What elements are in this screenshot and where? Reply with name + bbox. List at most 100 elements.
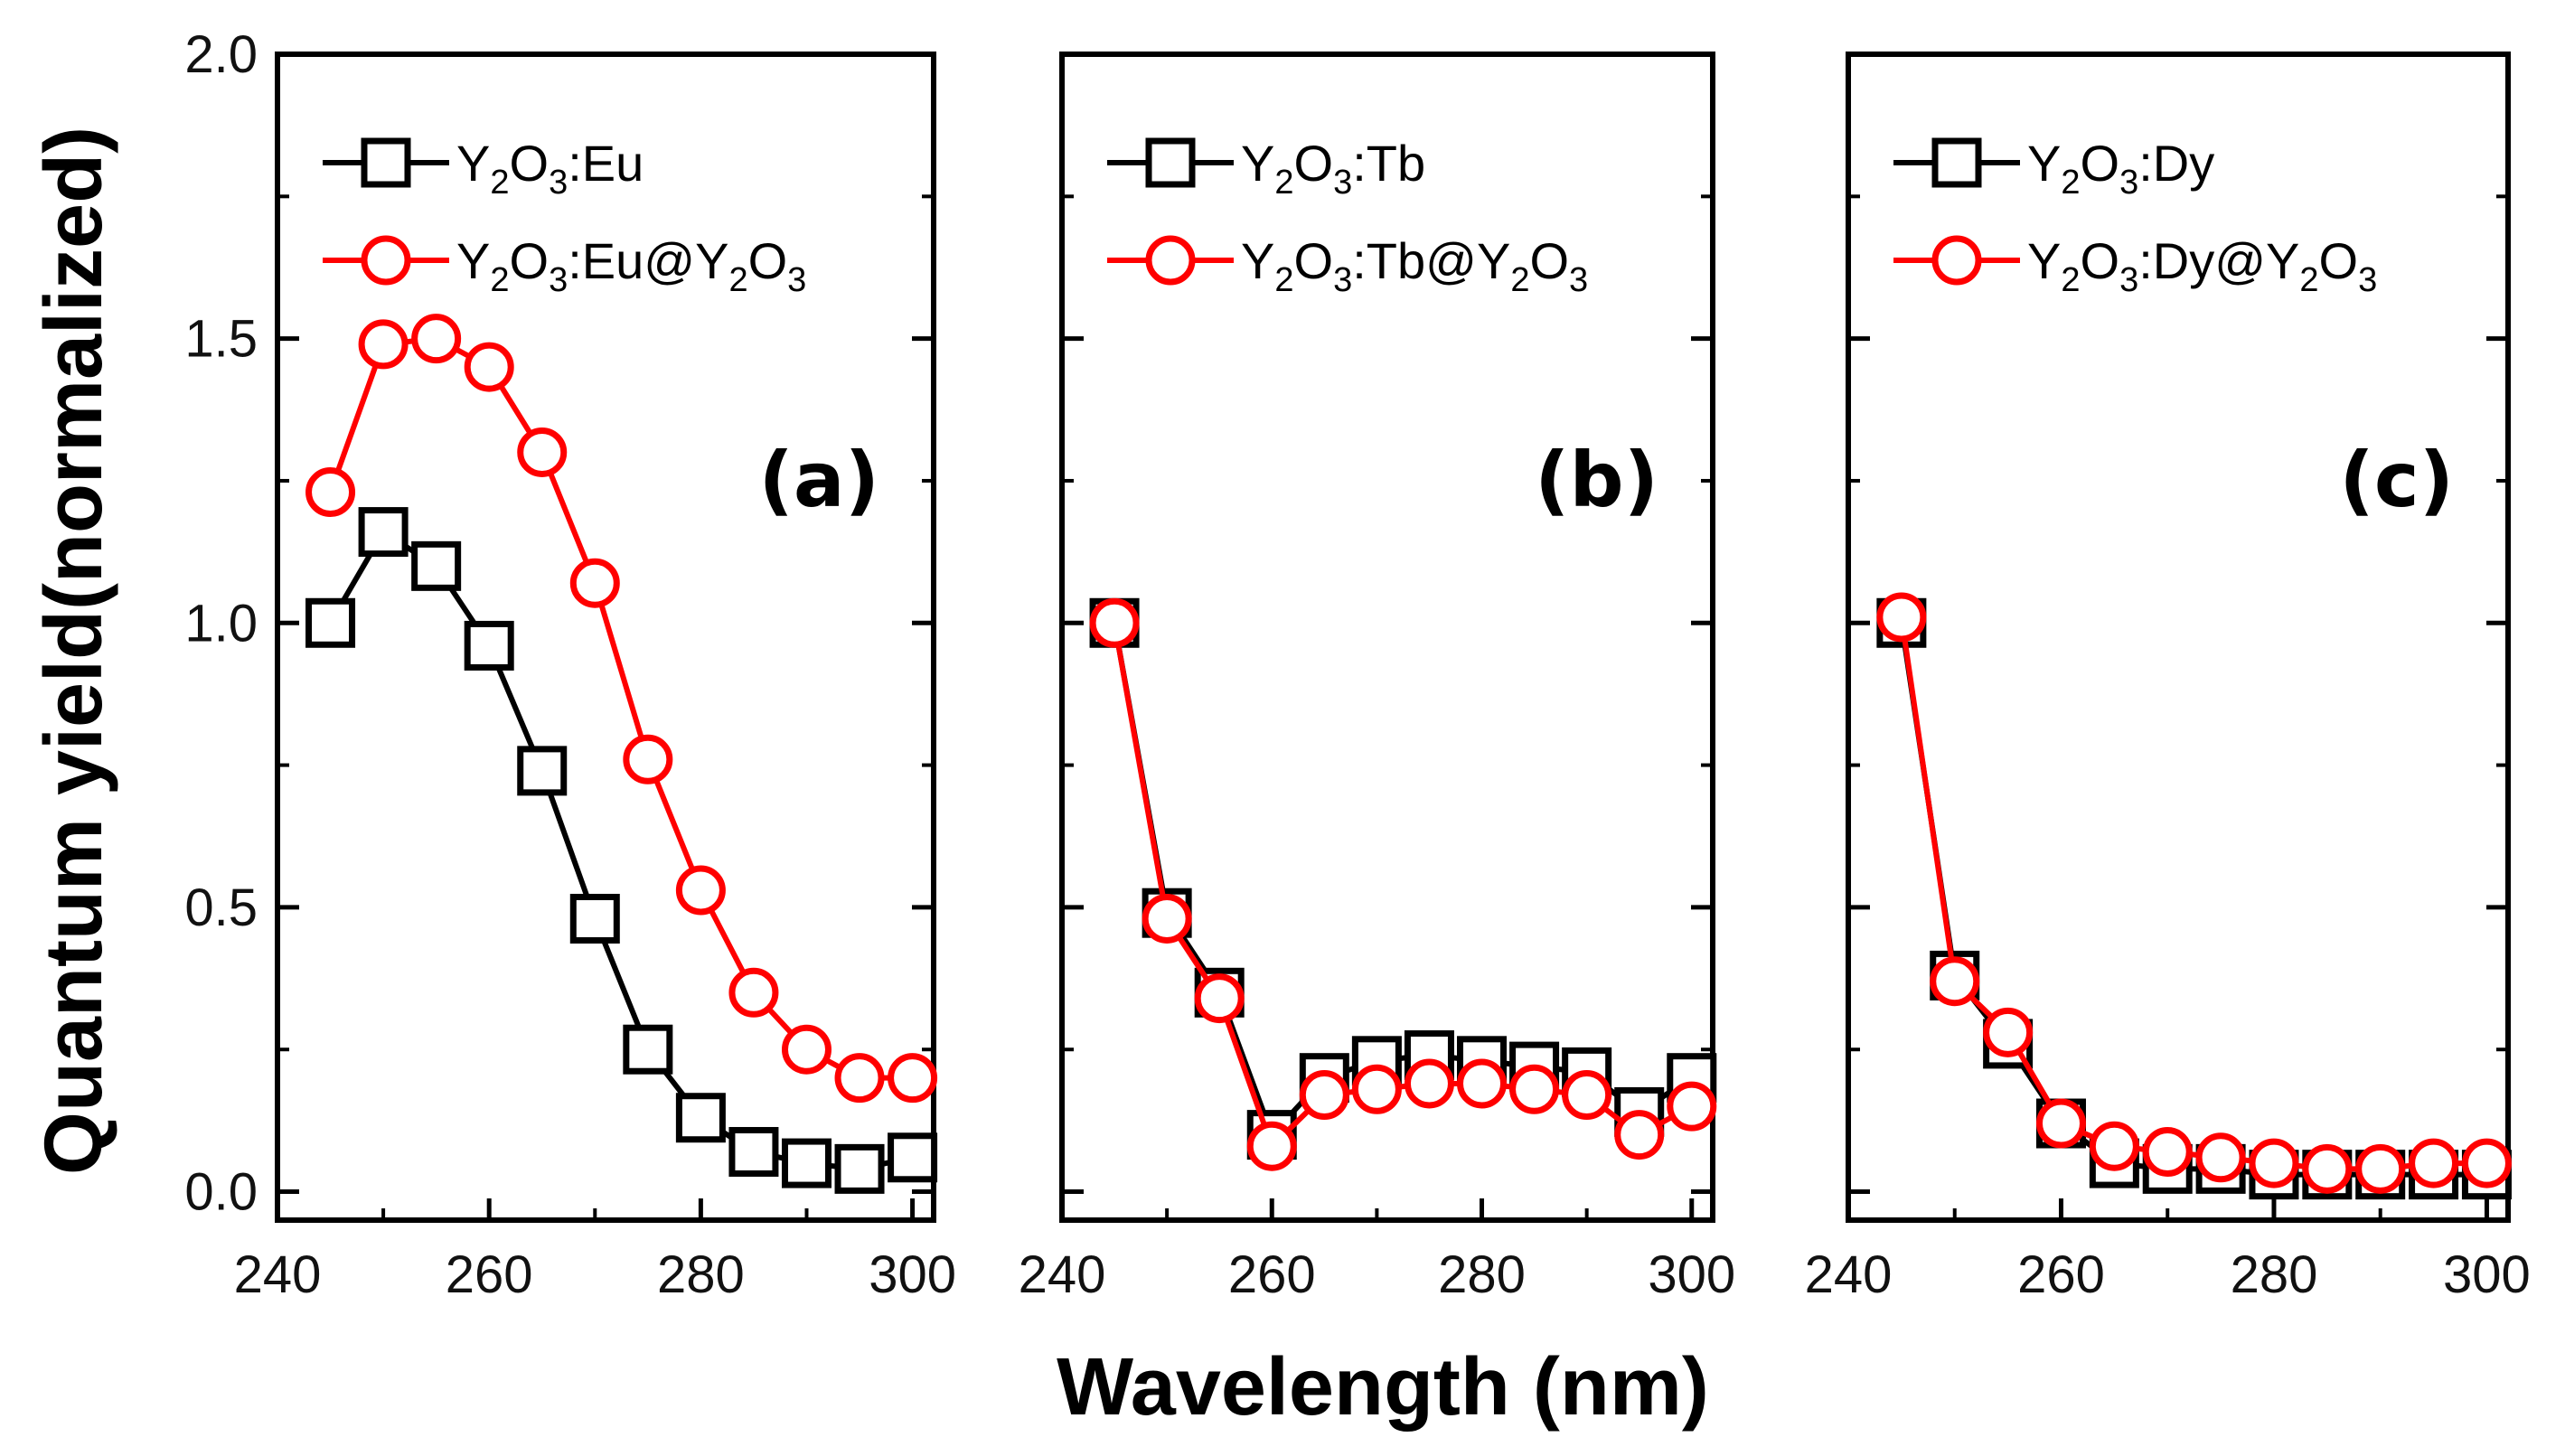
legend-subscript: 2 (2061, 261, 2080, 299)
marker-circle-a (411, 314, 462, 364)
series-core-shell-b (1089, 597, 1717, 1171)
legend-square-b (1145, 137, 1196, 188)
marker-circle-a (517, 427, 568, 477)
x-tick-label-c: 280 (2231, 1245, 2318, 1304)
marker-square-a (569, 893, 620, 944)
x-tick-label-c: 260 (2017, 1245, 2105, 1304)
x-tick-label-b: 260 (1228, 1245, 1316, 1304)
panel-b: 240 260 280 300 (b) Y2O3:Tb Y2O3:Tb@Y2O3 (1019, 52, 1735, 1304)
panel-a: 240 260 280 3000.00.51.01.52.0(a)Y2O3:EuY2O… (184, 25, 956, 1304)
legend-text-part: O (1294, 135, 1334, 192)
legend-entry-2-a: Y2O3:Eu@Y2O3 (323, 232, 806, 299)
marker-circle-b (1194, 973, 1245, 1024)
marker-circle-a (834, 1053, 885, 1104)
panel-label-b: (b) (1535, 436, 1658, 524)
legend-text-part: :Tb@Y (1352, 232, 1510, 289)
marker-circle-c (2249, 1138, 2299, 1188)
legend-subscript: 2 (490, 261, 509, 299)
legend-circle-b (1145, 235, 1196, 286)
marker-circle-c (2409, 1138, 2459, 1188)
marker-circle-c (1983, 1007, 2034, 1057)
legend-subscript: 2 (2299, 261, 2318, 299)
legend-square-c (1931, 137, 1982, 188)
marker-circle-a (358, 319, 409, 370)
legend-subscript: 3 (1333, 261, 1352, 299)
marker-circle-c (2355, 1143, 2406, 1194)
legend-subscript: 3 (787, 261, 806, 299)
marker-circle-b (1404, 1058, 1454, 1109)
legend-text-part: Y (2027, 135, 2061, 192)
legend-text-part: O (1529, 232, 1569, 289)
marker-circle-b (1667, 1081, 1717, 1132)
panel-label-c: (c) (2339, 436, 2454, 524)
legend-subscript: 3 (549, 261, 568, 299)
plot-frame-a (275, 52, 936, 1223)
marker-square-a (411, 540, 462, 591)
marker-circle-a (623, 734, 673, 784)
marker-circle-c (2142, 1126, 2193, 1177)
marker-circle-c (2302, 1143, 2353, 1194)
marker-circle-a (675, 865, 726, 916)
legend-text-part: O (2081, 232, 2120, 289)
marker-circle-c (2035, 1098, 2086, 1149)
legend-entry-1-c: Y2O3:Dy (1893, 135, 2214, 202)
legend-subscript: 3 (1569, 261, 1588, 299)
series-core-b (1089, 597, 1717, 1160)
marker-circle-a (305, 467, 356, 518)
legend-text-part: Y (456, 135, 490, 192)
series-core-c (1876, 597, 2512, 1200)
y-tick-label-a: 0.5 (184, 878, 258, 937)
marker-square-a (728, 1126, 779, 1177)
legend-entry-2-c: Y2O3:Dy@Y2O3 (1893, 232, 2377, 299)
legend-circle-a (361, 235, 411, 286)
legend-square-a (361, 137, 411, 188)
x-tick-label-b: 240 (1019, 1245, 1106, 1304)
x-tick-label-b: 300 (1648, 1245, 1735, 1304)
x-tick-label-a: 300 (869, 1245, 956, 1304)
marker-circle-b (1246, 1121, 1297, 1171)
legend-entry-1-a: Y2O3:Eu (323, 135, 644, 202)
x-tick-label-c: 240 (1805, 1245, 1893, 1304)
x-tick-label-b: 280 (1438, 1245, 1526, 1304)
marker-circle-b (1509, 1064, 1560, 1114)
legend-entry-2-b: Y2O3:Tb@Y2O3 (1107, 232, 1588, 299)
marker-square-a (623, 1024, 673, 1075)
legend-subscript: 2 (1274, 164, 1293, 202)
y-tick-label-a: 2.0 (184, 25, 258, 84)
marker-circle-b (1351, 1064, 1402, 1114)
y-tick-label-a: 0.0 (184, 1163, 258, 1222)
x-tick-label-a: 260 (446, 1245, 533, 1304)
y-axis-title: Quantum yield(normalized) (29, 127, 119, 1175)
legend-label-b: Y2O3:Tb (1241, 135, 1425, 202)
marker-circle-b (1562, 1070, 1612, 1121)
marker-square-a (358, 507, 409, 558)
legend-text-part: O (2081, 135, 2120, 192)
series-line-c (1898, 622, 2487, 1178)
legend-subscript: 3 (1333, 164, 1352, 202)
legend-subscript: 2 (1510, 261, 1529, 299)
marker-circle-b (1089, 597, 1140, 648)
marker-circle-c (2195, 1132, 2246, 1183)
marker-square-a (517, 746, 568, 796)
legend-label-c: Y2O3:Dy (2027, 135, 2214, 202)
legend-label-b: Y2O3:Tb@Y2O3 (1241, 232, 1588, 299)
legend-text-part: :Eu (568, 135, 644, 192)
legend-subscript: 2 (2061, 164, 2080, 202)
legend-text-part: Y (456, 232, 490, 289)
legend-text-part: :Dy@Y (2138, 232, 2299, 289)
series-core-shell-c (1876, 592, 2512, 1194)
legend-label-a: Y2O3:Eu@Y2O3 (456, 232, 806, 299)
legend-subscript: 2 (490, 164, 509, 202)
series-core-shell-a (305, 314, 938, 1104)
legend-text-part: O (1294, 232, 1334, 289)
marker-circle-a (888, 1053, 938, 1104)
panels: 240 260 280 3000.00.51.01.52.0(a)Y2O3:EuY2O… (184, 25, 2530, 1304)
legend-subscript: 2 (728, 261, 747, 299)
legend-subscript: 3 (2119, 164, 2138, 202)
legend-text-part: O (510, 232, 550, 289)
legend-text-part: O (510, 135, 550, 192)
marker-square-a (464, 620, 514, 671)
legend-label-c: Y2O3:Dy@Y2O3 (2027, 232, 2377, 299)
legend-text-part: Y (2027, 232, 2061, 289)
